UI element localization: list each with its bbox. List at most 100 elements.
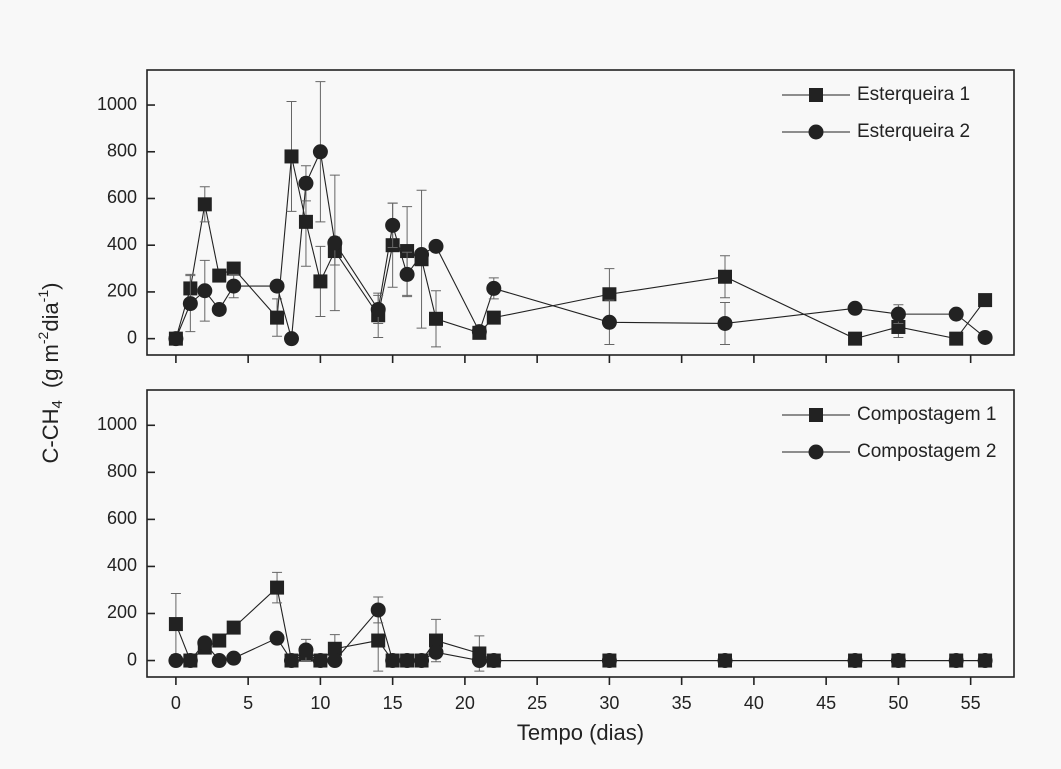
circle-marker	[226, 650, 242, 666]
circle-marker	[486, 653, 502, 669]
square-marker	[809, 408, 823, 422]
legend-label: Compostagem 2	[857, 441, 996, 462]
circle-marker	[168, 653, 184, 669]
circle-marker	[370, 301, 386, 317]
circle-marker	[890, 306, 906, 322]
circle-marker	[197, 283, 213, 299]
circle-marker	[890, 653, 906, 669]
circle-marker	[298, 642, 314, 658]
y-axis-label-part: C-CH	[38, 408, 63, 463]
circle-marker	[211, 301, 227, 317]
square-marker	[400, 244, 415, 259]
circle-marker	[414, 247, 430, 263]
y-axis-label-part: )	[38, 283, 63, 290]
circle-marker	[717, 315, 733, 331]
legend-label: Esterqueira 2	[857, 121, 970, 142]
y-axis-label-part: (g m	[38, 344, 63, 388]
y-axis-label-part: 4	[49, 400, 66, 408]
circle-marker	[312, 653, 328, 669]
y-axis-label: C-CH4 (g m-2dia-1)	[35, 283, 66, 464]
circle-marker	[399, 266, 415, 282]
square-marker	[429, 311, 443, 326]
square-marker	[848, 331, 863, 346]
circle-marker	[486, 280, 502, 296]
circle-marker	[269, 278, 285, 294]
y-axis-label-part: -2	[35, 331, 51, 344]
y-tick-label: 1000	[97, 94, 137, 114]
y-tick-label: 400	[107, 555, 137, 575]
x-tick-label: 10	[310, 693, 330, 713]
x-tick-label: 45	[816, 693, 836, 713]
x-tick-label: 40	[744, 693, 764, 713]
circle-marker	[182, 296, 198, 312]
circle-marker	[471, 653, 487, 669]
square-marker	[197, 197, 212, 212]
y-tick-label: 200	[107, 602, 137, 622]
square-marker	[270, 310, 285, 325]
y-tick-label: 200	[107, 281, 137, 301]
circle-marker	[948, 653, 964, 669]
circle-marker	[327, 235, 343, 251]
y-tick-label: 800	[107, 461, 137, 481]
circle-marker	[385, 653, 401, 669]
y-axis-label-part: -1	[35, 290, 51, 303]
square-marker	[270, 580, 285, 595]
circle-marker	[847, 300, 863, 316]
x-axis-label: Tempo (dias)	[517, 720, 644, 745]
x-tick-label: 25	[527, 693, 547, 713]
square-marker	[313, 274, 328, 289]
y-tick-label: 0	[127, 327, 137, 347]
x-tick-label: 50	[888, 693, 908, 713]
circle-marker	[211, 653, 227, 669]
square-marker	[284, 149, 299, 164]
circle-marker	[370, 602, 386, 618]
plot-frame	[146, 389, 1015, 678]
circle-marker	[717, 653, 733, 669]
circle-marker	[269, 630, 285, 646]
square-marker	[949, 331, 964, 346]
square-marker	[226, 620, 241, 635]
circle-marker	[808, 444, 824, 460]
plot-frame	[146, 69, 1015, 356]
x-tick-label: 35	[672, 693, 692, 713]
circle-marker	[948, 306, 964, 322]
x-tick-label: 15	[383, 693, 403, 713]
circle-marker	[312, 144, 328, 160]
circle-marker	[847, 653, 863, 669]
square-marker	[978, 293, 993, 308]
circle-marker	[298, 175, 314, 191]
circle-marker	[808, 124, 824, 140]
circle-marker	[182, 653, 198, 669]
circle-marker	[977, 653, 993, 669]
y-tick-label: 600	[107, 187, 137, 207]
square-marker	[429, 633, 443, 648]
circle-marker	[601, 314, 617, 330]
square-marker	[371, 633, 386, 648]
circle-marker	[197, 635, 213, 651]
square-marker	[212, 633, 227, 648]
circle-marker	[601, 653, 617, 669]
series	[168, 596, 993, 669]
circle-marker	[327, 653, 343, 669]
y-tick-label: 0	[127, 649, 137, 669]
x-tick-label: 55	[961, 693, 981, 713]
x-tick-label: 5	[243, 693, 253, 713]
y-tick-label: 400	[107, 234, 137, 254]
circle-marker	[977, 329, 993, 345]
circle-marker	[428, 644, 444, 660]
square-marker	[226, 261, 241, 276]
circle-marker	[399, 653, 415, 669]
y-axis-label-part: dia	[38, 302, 63, 332]
square-marker	[298, 214, 313, 229]
series	[168, 81, 993, 347]
circle-marker	[168, 331, 184, 347]
circle-marker	[471, 324, 487, 340]
y-tick-label: 600	[107, 508, 137, 528]
legend-label: Esterqueira 1	[857, 84, 970, 105]
square-marker	[486, 310, 501, 325]
circle-marker	[385, 217, 401, 233]
circle-marker	[226, 278, 242, 294]
legend-label: Compostagem 1	[857, 404, 996, 425]
x-tick-label: 30	[599, 693, 619, 713]
